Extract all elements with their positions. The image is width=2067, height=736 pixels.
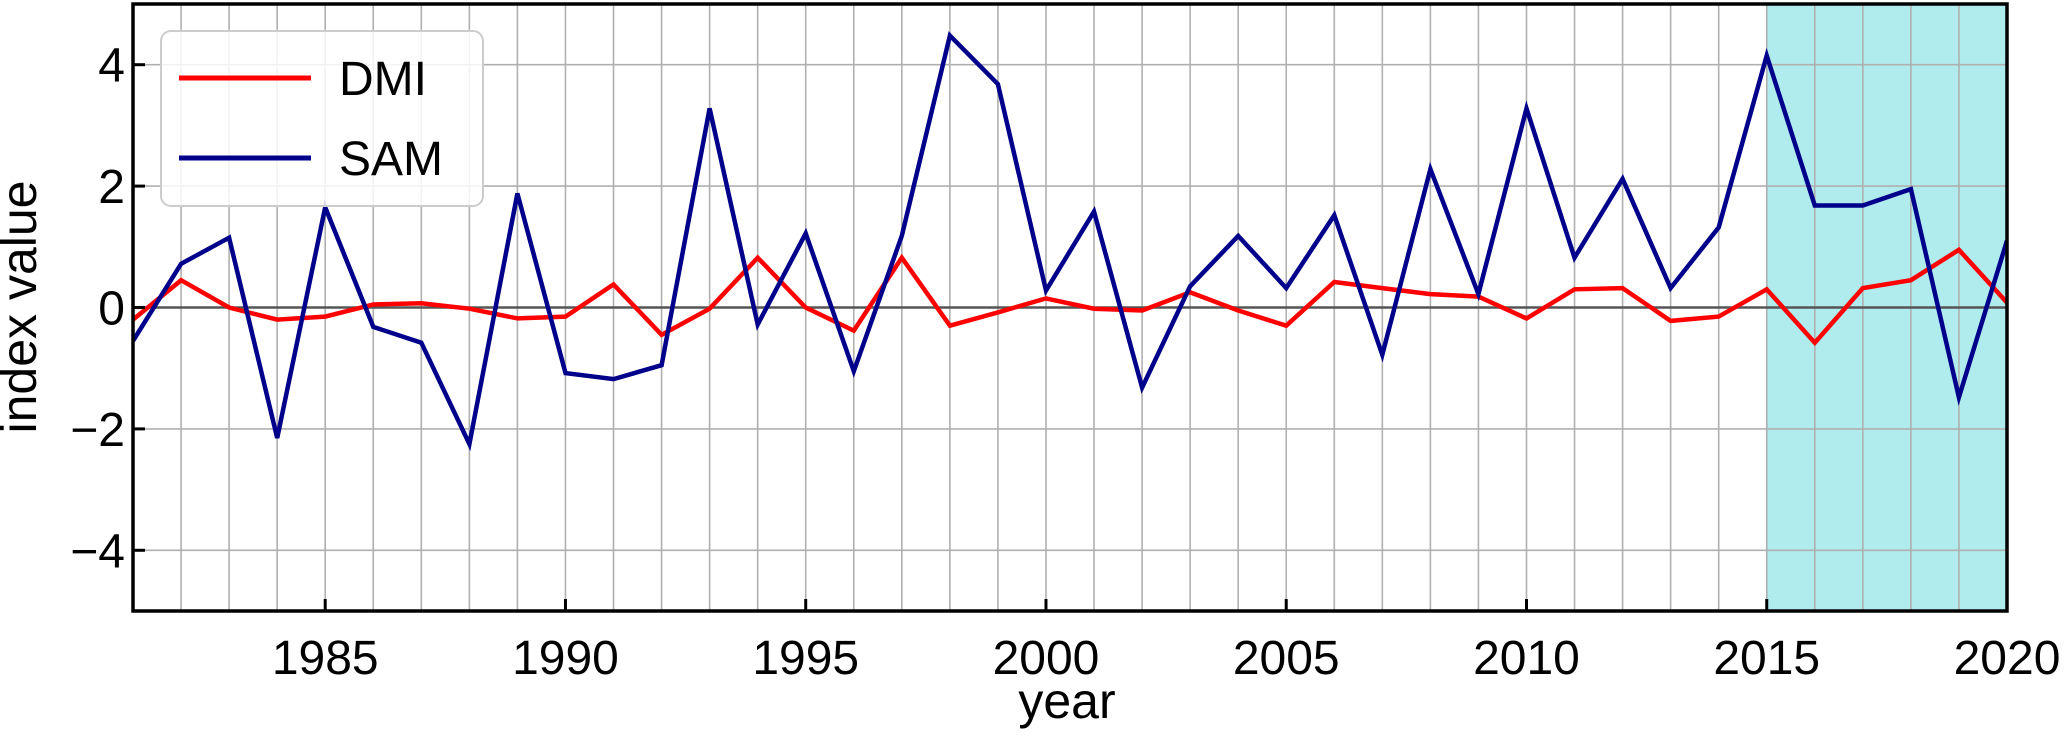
x-tick-label: 2010 (1473, 632, 1580, 685)
axis-label-layer: year index value (0, 181, 1116, 729)
x-tick-label: 1990 (512, 632, 619, 685)
x-tick-label: 1985 (272, 632, 379, 685)
legend-box (160, 30, 484, 207)
y-tick-label: −4 (70, 525, 125, 578)
series-line-dmi (133, 246, 2007, 347)
series-line-sam (133, 31, 2007, 452)
tick-layer: 1985 1990 1995 2000 2005 2010 2015 2020 −4 −2 0 2 4 (70, 40, 2060, 685)
x-tick-label: 2015 (1713, 632, 1820, 685)
x-axis-label: year (1018, 673, 1115, 729)
y-tick-label: 2 (98, 161, 125, 214)
y-axis-label: index value (0, 181, 47, 434)
y-tick-label: 0 (98, 283, 125, 336)
y-tick-label: −2 (70, 404, 125, 457)
x-tick-label: 2020 (1954, 632, 2061, 685)
y-tick-label: 4 (98, 40, 125, 93)
x-tick-label: 1995 (752, 632, 859, 685)
legend-label-dmi: DMI (339, 53, 427, 106)
x-tick-label: 2000 (993, 632, 1100, 685)
series-layer (133, 31, 2007, 452)
legend: DMI SAM (160, 30, 484, 207)
legend-label-sam: SAM (339, 133, 443, 186)
x-tick-label: 2005 (1233, 632, 1340, 685)
